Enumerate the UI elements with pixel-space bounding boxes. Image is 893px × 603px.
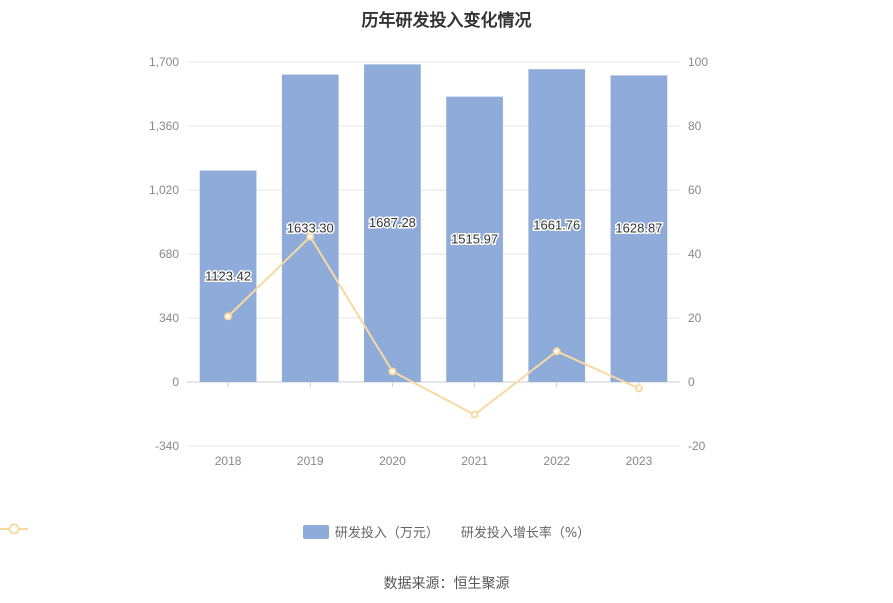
bar — [610, 75, 668, 383]
y-right-tick-label: 0 — [688, 375, 695, 389]
legend-bar-swatch — [302, 524, 329, 539]
legend-item-growth-rate[interactable]: 研发投入增长率（%） — [0, 522, 591, 541]
bar — [199, 170, 257, 382]
y-right-tick-label: -20 — [688, 439, 706, 453]
legend: 研发投入（万元） 研发投入增长率（%） — [0, 522, 893, 541]
bar-data-label: 1515.97 — [451, 231, 498, 246]
bar — [528, 69, 586, 382]
y-left-tick-label: 1,360 — [149, 119, 179, 133]
bar-data-label: 1633.30 — [287, 220, 334, 235]
legend-label-growth-rate: 研发投入增长率（%） — [460, 526, 591, 541]
x-tick-label: 2019 — [297, 454, 324, 468]
growth-line — [227, 235, 640, 416]
growth-point — [388, 367, 397, 376]
y-right-tick-label: 40 — [688, 247, 702, 261]
y-right-tick-label: 20 — [688, 311, 702, 325]
data-source: 数据来源：恒生聚源 — [383, 576, 510, 592]
chart-title: 历年研发投入变化情况 — [361, 11, 532, 31]
y-right-tick-label: 80 — [688, 119, 702, 133]
bar — [281, 74, 339, 382]
legend-item-rd-investment[interactable]: 研发投入（万元） — [302, 522, 439, 541]
bar-data-label: 1123.42 — [205, 268, 251, 283]
bar-data-label: 1628.87 — [615, 221, 662, 236]
x-tick-label: 2018 — [215, 454, 242, 468]
growth-point — [634, 384, 643, 393]
x-tick-label: 2021 — [461, 454, 488, 468]
y-left-tick-label: 1,700 — [149, 55, 179, 69]
x-tick-label: 2020 — [379, 454, 406, 468]
bar — [446, 96, 503, 383]
growth-point — [306, 232, 315, 241]
legend-label-rd-investment: 研发投入（万元） — [334, 526, 439, 541]
y-left-tick-label: 0 — [172, 375, 179, 389]
growth-point — [224, 312, 233, 321]
y-left-tick-label: 680 — [159, 247, 179, 261]
y-left-tick-label: 340 — [159, 311, 179, 325]
bar-data-label: 1661.76 — [533, 218, 580, 233]
y-right-tick-label: 60 — [688, 183, 702, 197]
growth-point — [552, 347, 561, 356]
growth-point — [470, 410, 479, 419]
x-tick-label: 2023 — [626, 454, 653, 468]
y-left-tick-label: -340 — [155, 439, 179, 453]
bar — [364, 64, 421, 383]
x-tick-label: 2022 — [543, 454, 570, 468]
y-left-tick-label: 1,020 — [149, 183, 179, 197]
bar-data-label: 1687.28 — [369, 215, 416, 230]
y-right-tick-label: 100 — [688, 55, 708, 69]
legend-line-swatch — [0, 523, 28, 535]
